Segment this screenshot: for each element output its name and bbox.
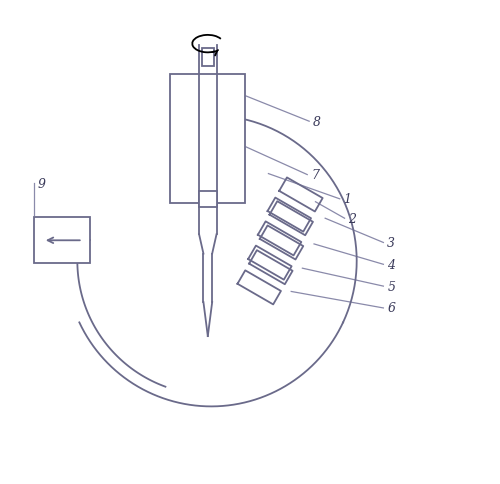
Text: 1: 1 [344,193,351,206]
Text: 9: 9 [38,178,46,190]
Text: 2: 2 [348,212,356,225]
Text: 7: 7 [311,169,319,182]
Bar [202,48,213,67]
Text: 4: 4 [388,258,396,271]
Bar [34,218,90,264]
Bar [199,192,216,207]
Text: 5: 5 [388,280,396,293]
Text: 3: 3 [388,237,396,249]
Bar [170,75,245,203]
Text: 8: 8 [313,116,321,128]
Text: 6: 6 [388,302,396,315]
